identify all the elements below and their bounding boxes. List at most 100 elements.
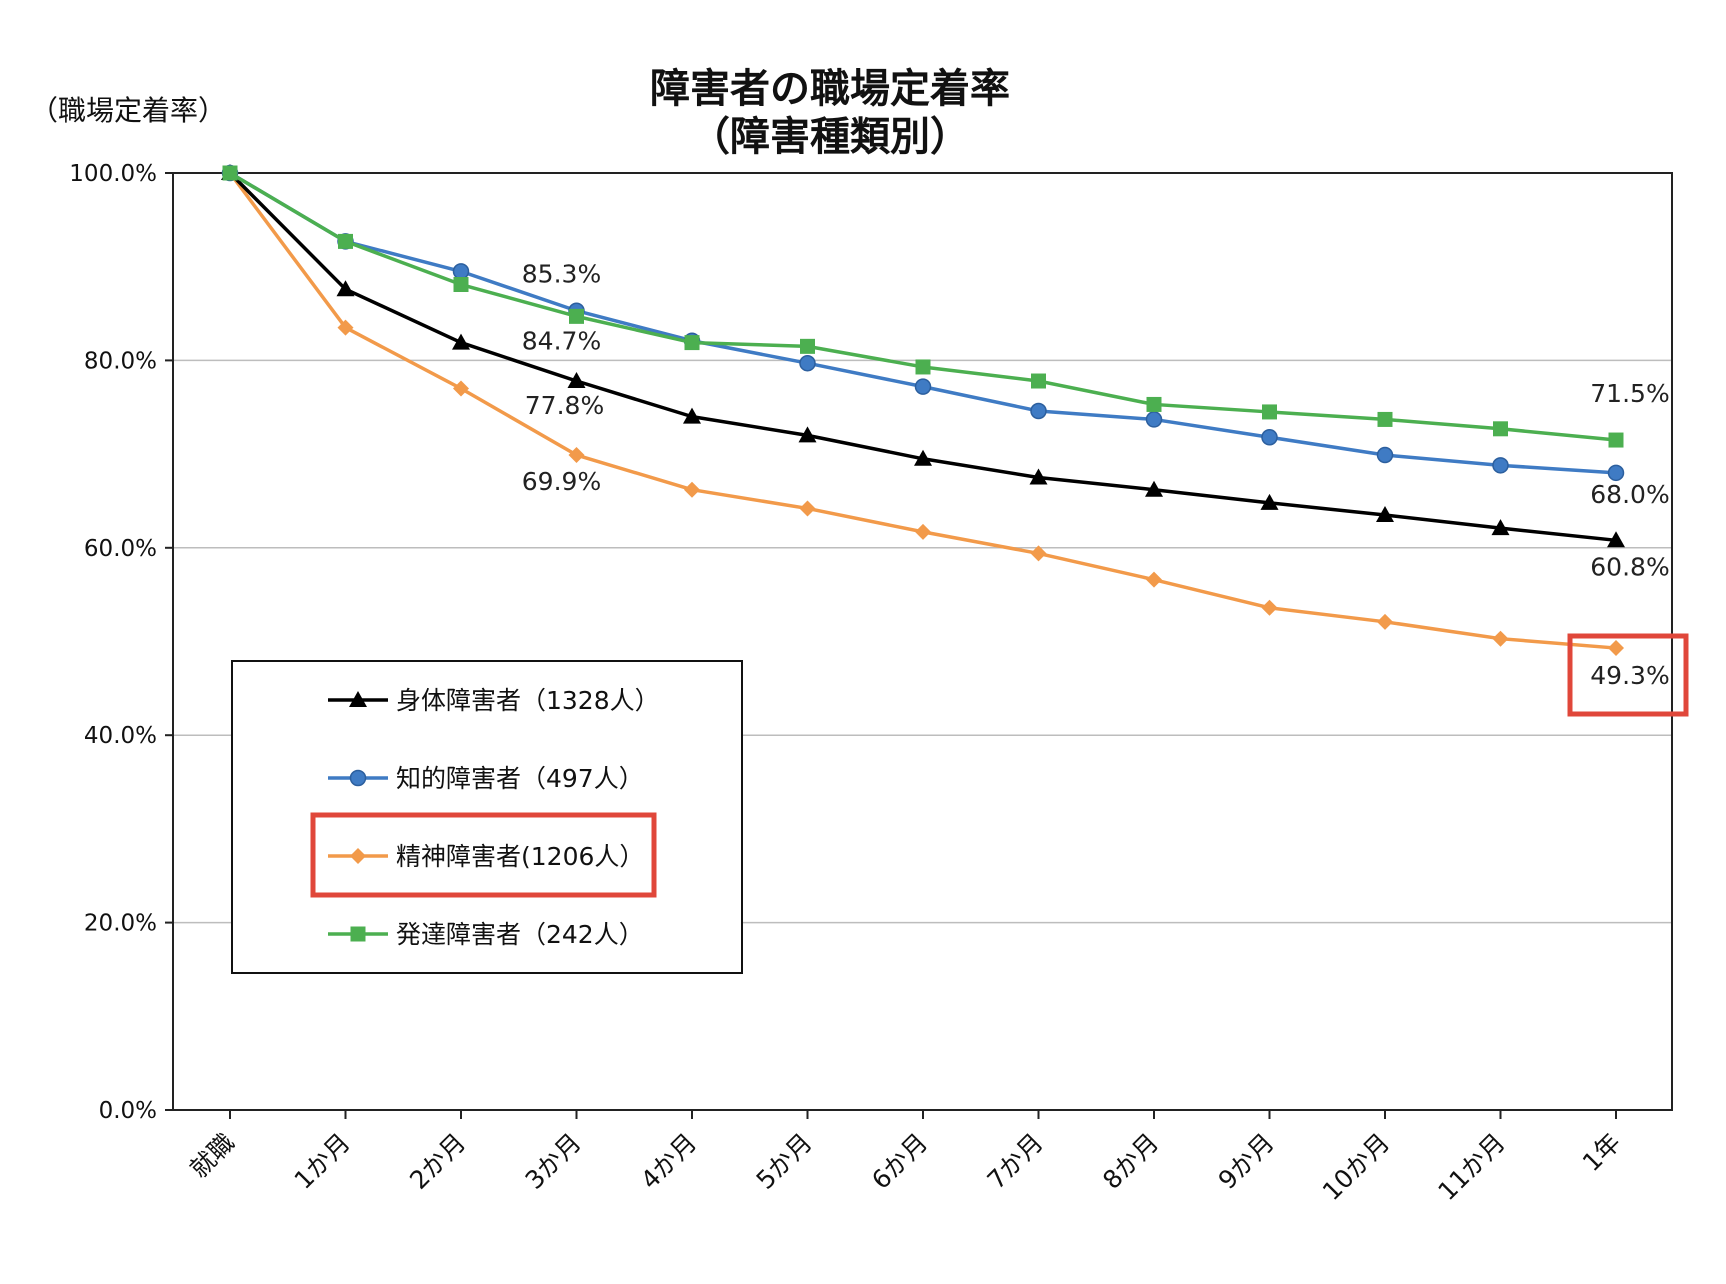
x-tick-label: 8か月	[1097, 1128, 1164, 1195]
data-point	[1030, 402, 1047, 420]
data-point	[1261, 599, 1278, 616]
data-point	[684, 481, 700, 498]
data-point	[684, 335, 700, 351]
y-tick-label: 100.0%	[69, 161, 157, 187]
y-axis-label: （職場定着率）	[30, 94, 226, 127]
x-tick-label: 7か月	[982, 1128, 1049, 1195]
legend-label: 精神障害者(1206人）	[396, 842, 644, 871]
data-point	[453, 380, 469, 397]
legend-label: 知的障害者（497人）	[396, 764, 644, 793]
data-point	[1607, 531, 1625, 548]
data-point	[914, 449, 932, 466]
series-square	[222, 165, 1624, 448]
data-point	[1029, 468, 1048, 485]
x-tick-label: 11か月	[1432, 1128, 1510, 1206]
y-tick-label: 0.0%	[99, 1098, 157, 1124]
series-line	[229, 171, 1617, 442]
data-point	[1145, 480, 1163, 497]
data-point	[1608, 432, 1624, 448]
legend-marker	[350, 848, 366, 864]
data-label: 49.3%	[1590, 661, 1669, 690]
data-point	[798, 426, 817, 443]
data-point	[683, 407, 701, 424]
data-label: 71.5%	[1590, 379, 1669, 408]
data-labels: 85.3% 84.7% 77.8% 69.9% 71.5% 68.0% 60.8% 49.3%	[522, 260, 1670, 690]
data-point	[1377, 411, 1393, 427]
y-tick-label: 40.0%	[84, 723, 157, 749]
data-point	[568, 447, 585, 464]
legend-item: 身体障害者（1328人）	[328, 686, 660, 715]
data-point	[800, 338, 815, 354]
data-point	[1607, 464, 1625, 482]
data-point	[915, 359, 931, 375]
y-tick-label: 60.0%	[84, 536, 157, 562]
data-point	[1146, 571, 1162, 588]
data-label: 85.3%	[522, 260, 601, 289]
data-point	[222, 165, 238, 181]
x-tick-label: 4か月	[635, 1128, 702, 1195]
series-line	[228, 171, 1617, 543]
value-highlight-box	[1567, 633, 1689, 717]
x-tick-label: 1か月	[289, 1128, 356, 1195]
data-point	[338, 233, 353, 249]
x-tick-label: 6か月	[866, 1128, 933, 1195]
series-line	[229, 171, 1617, 475]
x-tick-label: 2か月	[404, 1128, 471, 1195]
data-point	[1376, 506, 1394, 523]
y-tick-label: 20.0%	[84, 911, 157, 937]
legend-marker	[349, 769, 367, 787]
data-point	[915, 523, 931, 540]
data-point	[453, 277, 469, 293]
series-layer	[221, 164, 1625, 657]
data-point	[336, 280, 355, 297]
legend-marker	[350, 926, 366, 942]
chart-title-line2: （障害種類別）	[690, 114, 970, 160]
data-point	[1608, 640, 1624, 657]
series-triangle	[221, 164, 1625, 548]
data-point	[1031, 373, 1046, 389]
data-point	[337, 319, 354, 336]
chart-title: 障害者の職場定着率 （障害種類別）	[650, 66, 1010, 160]
legend-highlight-box	[310, 812, 657, 898]
legend-label: 身体障害者（1328人）	[396, 686, 660, 715]
x-tick-label: 10か月	[1317, 1128, 1395, 1206]
legend-marker	[349, 691, 367, 707]
data-point	[1261, 428, 1278, 446]
x-tick-label: 3か月	[520, 1128, 587, 1195]
data-point	[569, 308, 584, 324]
data-label: 60.8%	[1590, 552, 1669, 581]
x-tick-label: 就職	[184, 1128, 240, 1184]
chart-title-line1: 障害者の職場定着率	[650, 66, 1010, 112]
data-label: 69.9%	[522, 467, 601, 496]
legend-item: 発達障害者（242人）	[328, 920, 644, 949]
legend-item: 精神障害者(1206人）	[328, 842, 644, 871]
data-point	[1030, 545, 1047, 562]
y-axis-ticks: 0.0% 20.0% 40.0% 60.0% 80.0% 100.0%	[69, 161, 173, 1124]
data-point	[452, 333, 470, 350]
legend-label: 発達障害者（242人）	[396, 920, 644, 949]
data-point	[567, 372, 586, 389]
data-point	[914, 378, 932, 395]
data-point	[1377, 613, 1393, 630]
y-tick-label: 80.0%	[84, 348, 157, 374]
x-axis-ticks: 就職 1か月 2か月 3か月 4か月 5か月 6か月 7か月 8か月 9か月 10か月 11か月 1年	[184, 1110, 1626, 1206]
data-point	[1376, 446, 1394, 464]
data-point	[1492, 630, 1509, 647]
x-tick-label: 9か月	[1213, 1128, 1280, 1195]
data-label: 84.7%	[522, 326, 601, 355]
data-point	[1260, 493, 1279, 510]
data-point	[1493, 421, 1508, 437]
data-point	[1262, 404, 1277, 420]
data-point	[1146, 396, 1162, 412]
x-tick-label: 1年	[1577, 1128, 1626, 1177]
series-diamond	[222, 165, 1624, 657]
data-point	[1145, 411, 1163, 428]
data-point	[1491, 519, 1510, 536]
data-label: 68.0%	[1590, 480, 1669, 509]
data-point	[1492, 457, 1509, 474]
legend-item: 知的障害者（497人）	[328, 764, 644, 793]
data-point	[799, 500, 816, 517]
series-circle	[221, 164, 1625, 482]
x-tick-label: 5か月	[751, 1128, 818, 1195]
